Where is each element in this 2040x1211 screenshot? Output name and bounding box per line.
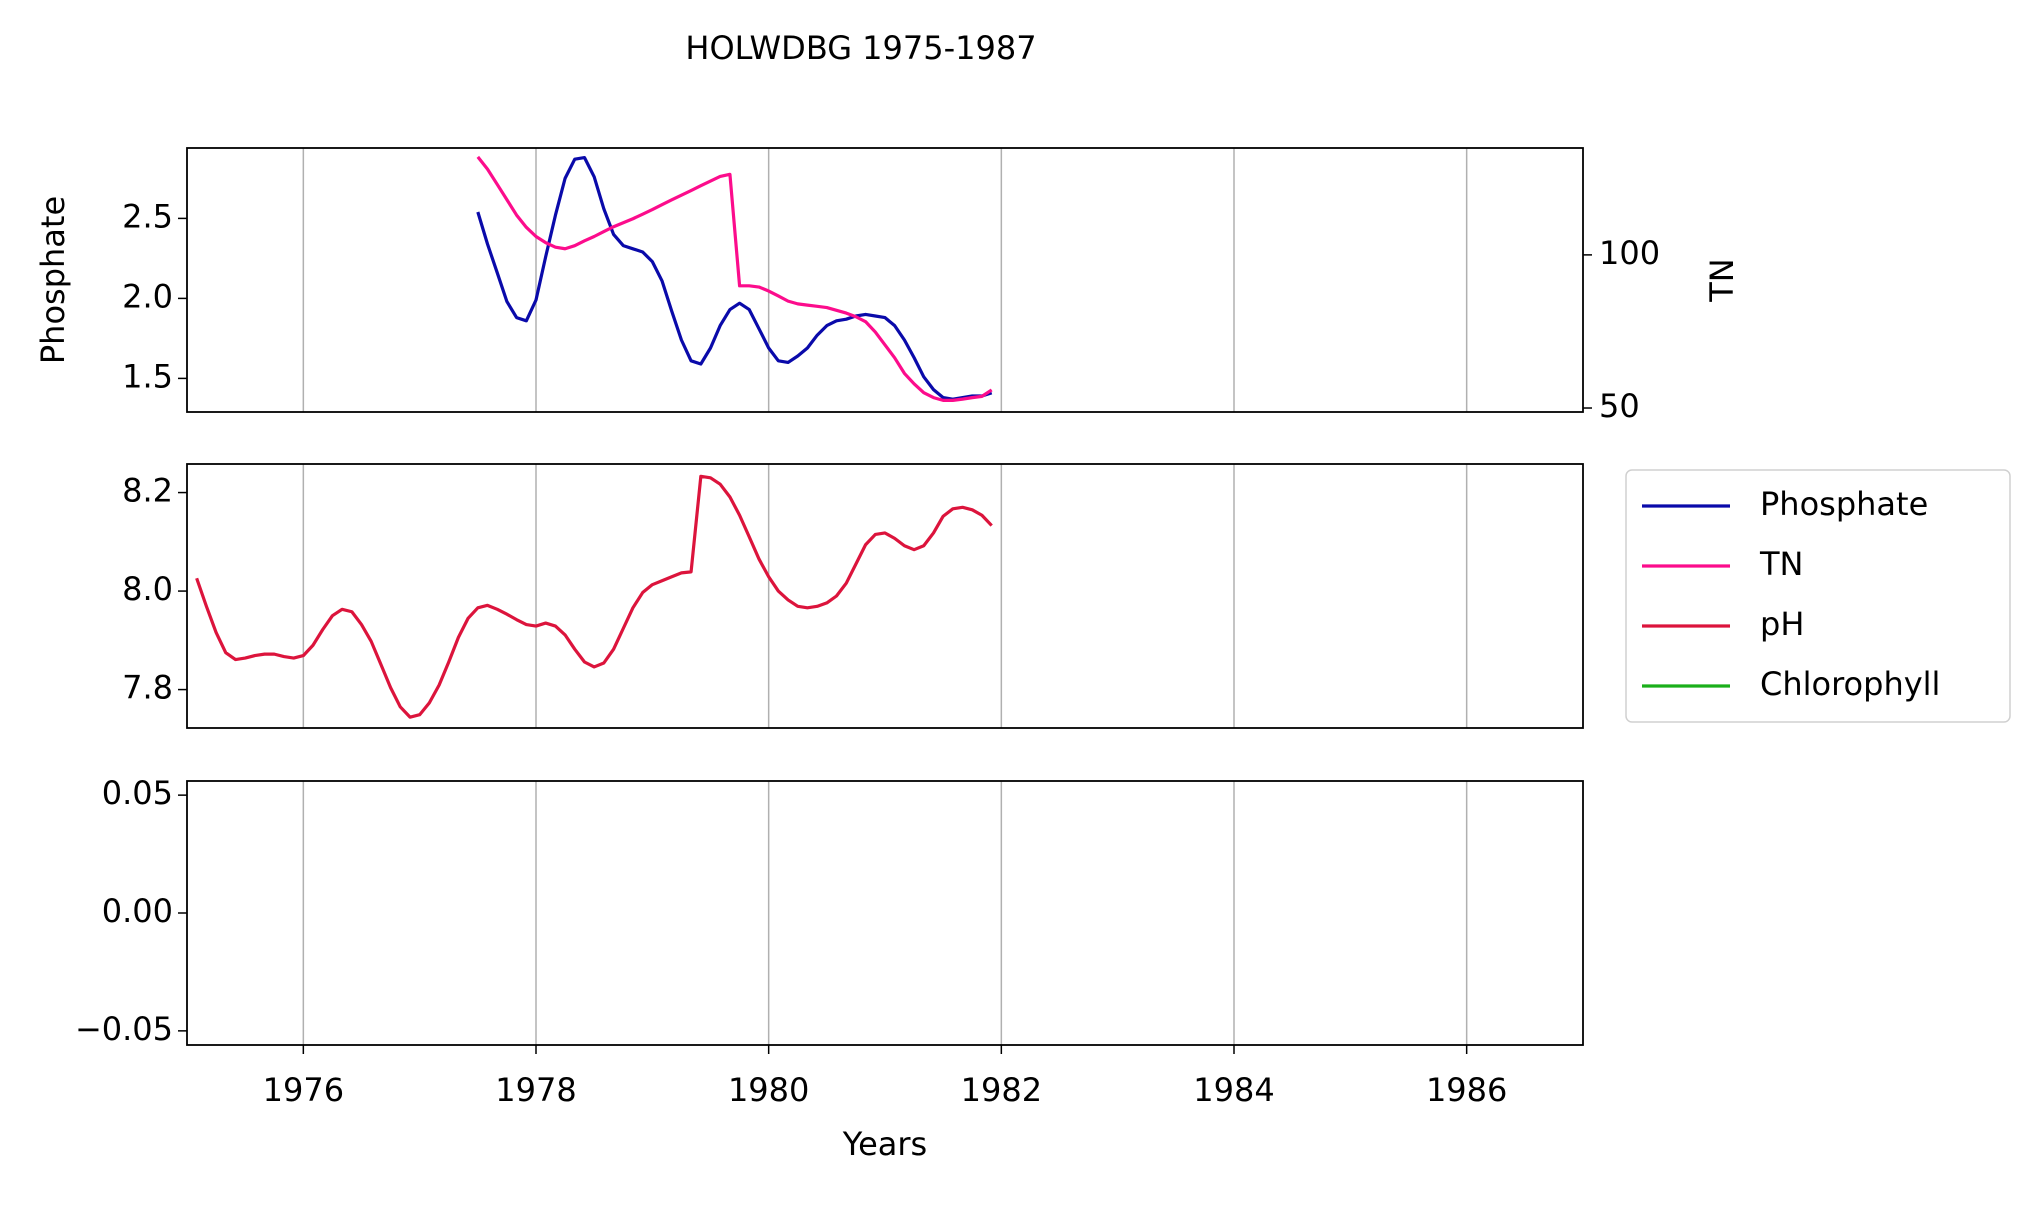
y2-tick-label: 100 [1599, 234, 1660, 272]
y2-tick-label: 50 [1599, 387, 1640, 425]
y2-axis-label: TN [1703, 258, 1741, 302]
data-line [195, 474, 993, 719]
data-line [476, 155, 993, 402]
y-tick-label: 8.2 [122, 472, 173, 510]
x-tick-label: 1976 [263, 1071, 344, 1109]
y-tick-label: 8.0 [122, 570, 173, 608]
y-tick-label: 2.5 [122, 197, 173, 235]
legend-label: TN [1759, 545, 1803, 583]
y-axis-label: Phosphate [34, 196, 72, 364]
axes-frame [186, 463, 1584, 729]
legend-box [1625, 469, 2011, 723]
axes-frame [186, 780, 1584, 1046]
y-tick-label: −0.05 [75, 1010, 173, 1048]
y-tick-label: 0.00 [102, 892, 173, 930]
data-line [476, 156, 993, 401]
y-tick-label: 1.5 [122, 357, 173, 395]
x-axis-label: Years [842, 1125, 927, 1163]
legend-label: pH [1760, 605, 1804, 643]
x-tick-label: 1980 [728, 1071, 809, 1109]
y-tick-label: 0.05 [102, 774, 173, 812]
y-tick-label: 7.8 [122, 669, 173, 707]
axes-frame [186, 147, 1584, 413]
x-tick-label: 1986 [1426, 1071, 1507, 1109]
x-tick-label: 1984 [1193, 1071, 1274, 1109]
chart-title: HOLWDBG 1975-1987 [685, 29, 1036, 67]
x-tick-label: 1982 [961, 1071, 1042, 1109]
legend-label: Phosphate [1760, 485, 1928, 523]
x-tick-label: 1978 [495, 1071, 576, 1109]
y-tick-label: 2.0 [122, 277, 173, 315]
legend-label: Chlorophyll [1760, 665, 1940, 703]
